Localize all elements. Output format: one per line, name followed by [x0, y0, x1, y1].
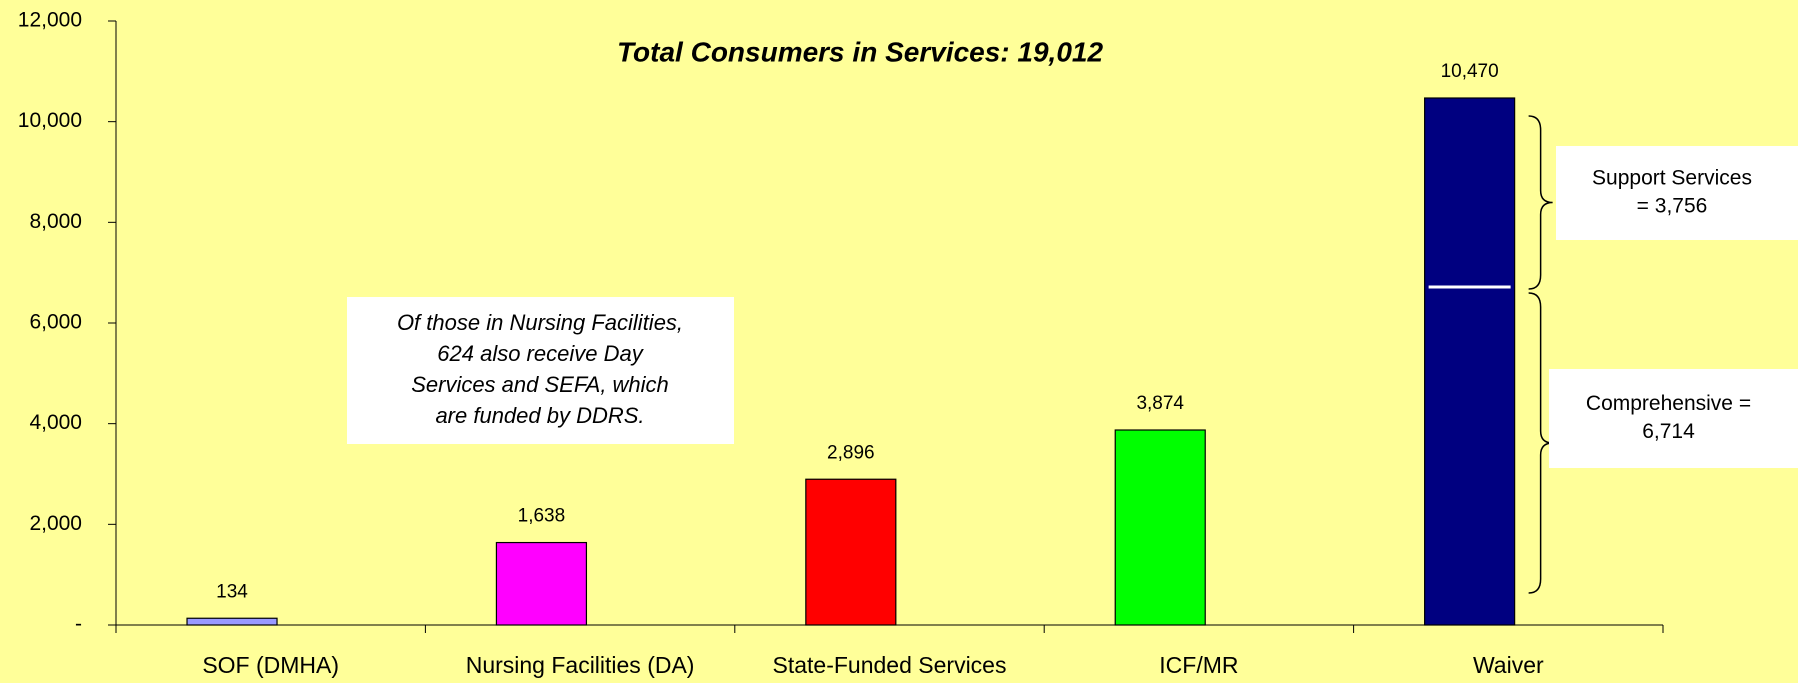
annotation-text: 6,714	[1642, 420, 1695, 443]
x-tick-label: Nursing Facilities (DA)	[466, 652, 695, 678]
y-tick-label: 10,000	[18, 109, 82, 132]
y-tick-label: 6,000	[29, 311, 82, 334]
chart-title: Total Consumers in Services: 19,012	[617, 36, 1103, 67]
annotation-box	[1556, 146, 1798, 240]
x-tick-label: ICF/MR	[1159, 652, 1238, 678]
data-label: 10,470	[1441, 61, 1499, 82]
bar	[495, 541, 588, 626]
note-text: are funded by DDRS.	[435, 403, 644, 428]
y-tick-label: 8,000	[29, 210, 82, 233]
data-label: 1,638	[518, 506, 566, 527]
annotation-text: = 3,756	[1637, 195, 1708, 218]
data-label: 2,896	[827, 442, 875, 463]
data-label: 134	[216, 581, 248, 602]
bar	[186, 617, 278, 626]
y-tick-label: 4,000	[29, 411, 82, 434]
bar	[805, 478, 897, 626]
annotation-text: Support Services	[1592, 167, 1752, 190]
x-tick-label: SOF (DMHA)	[202, 652, 339, 678]
note-text: Services and SEFA, which	[411, 372, 669, 397]
y-tick-label: 12,000	[18, 9, 82, 32]
note-text: Of those in Nursing Facilities,	[397, 310, 683, 335]
note-text: 624 also receive Day	[437, 341, 644, 366]
bar	[1424, 97, 1516, 626]
annotation-text: Comprehensive =	[1586, 392, 1751, 415]
x-tick-label: State-Funded Services	[773, 652, 1007, 678]
note-box	[347, 297, 734, 444]
data-label: 3,874	[1136, 393, 1184, 414]
x-tick-label: Waiver	[1473, 652, 1544, 678]
bar	[1114, 429, 1206, 626]
y-tick-label: 2,000	[29, 512, 82, 535]
annotation-box	[1549, 369, 1798, 468]
y-tick-label: -	[75, 613, 82, 636]
